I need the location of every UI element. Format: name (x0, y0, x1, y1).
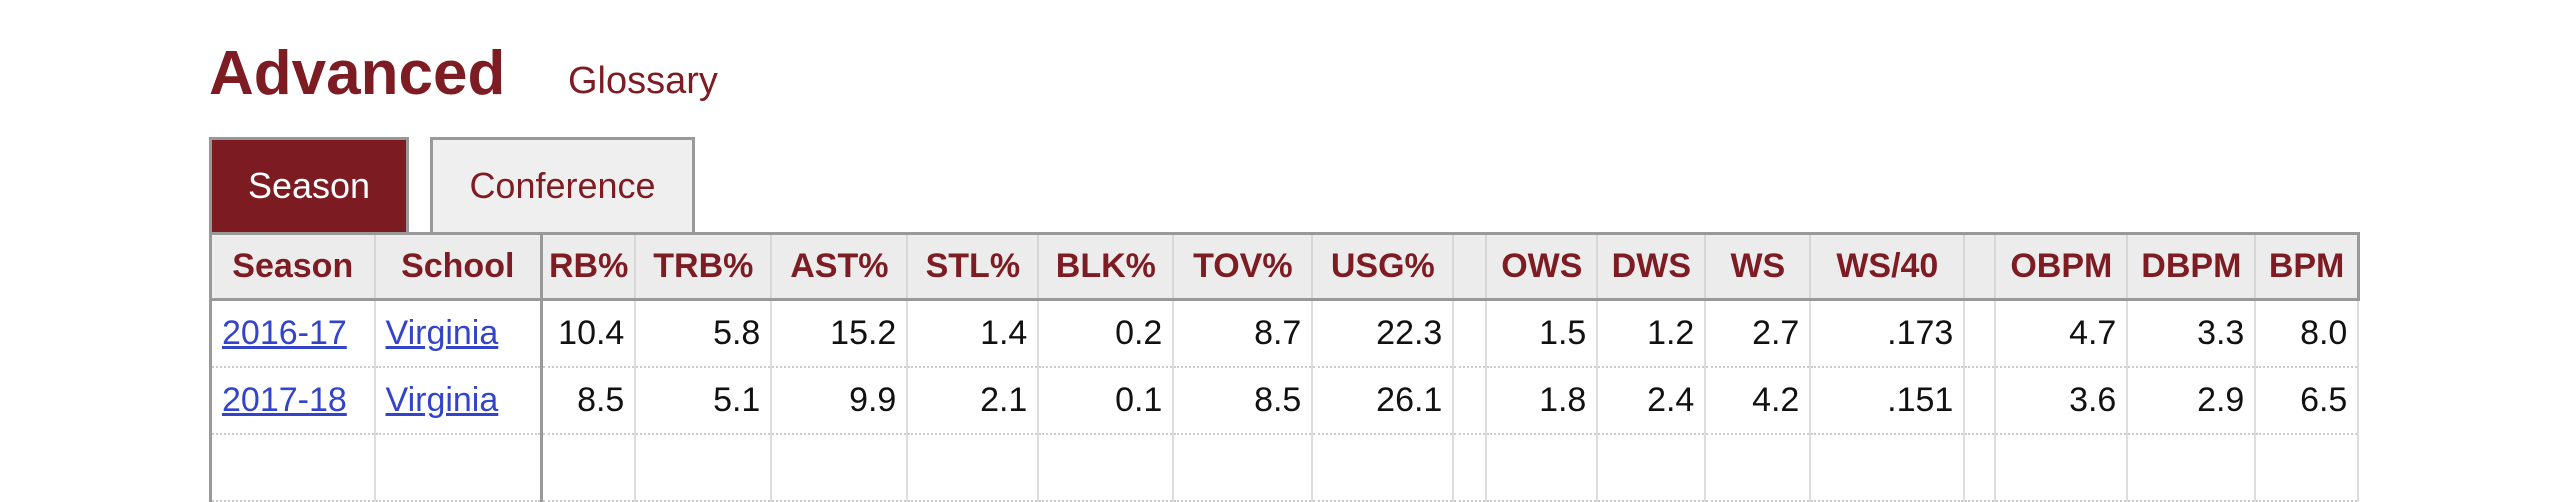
column-header: DWS (1596, 232, 1707, 301)
table-cell (906, 433, 1040, 502)
column-header: OWS (1485, 232, 1599, 301)
column-header: BLK% (1037, 232, 1175, 301)
table-cell: 2.4 (1596, 366, 1707, 435)
table-cell: 2017-18 (209, 366, 376, 435)
table-cell: 6.5 (2254, 366, 2360, 435)
table-cell (1963, 366, 1997, 435)
table-row: 2017-18 Virginia 8.5 5.1 9.9 2.1 0.1 8.5 26.1 1.8… (209, 366, 2360, 435)
section-title: Advanced (209, 39, 506, 108)
table-cell (770, 433, 909, 502)
column-header: RB% (540, 232, 637, 301)
table-cell (1311, 433, 1455, 502)
table-cell: 4.2 (1704, 366, 1812, 435)
table-cell (1704, 433, 1812, 502)
table-cell: 2.9 (2126, 366, 2257, 435)
table-cell: .173 (1809, 298, 1966, 368)
glossary-link[interactable]: Glossary (568, 60, 718, 102)
school-link[interactable]: Virginia (385, 314, 499, 352)
table-cell (2126, 433, 2257, 502)
season-link[interactable]: 2017-18 (222, 381, 347, 419)
table-cell: 1.5 (1485, 298, 1599, 368)
table-cell (1963, 298, 1997, 368)
table-cell: 8.0 (2254, 298, 2360, 368)
table-cell: 10.4 (540, 298, 637, 368)
column-header: STL% (906, 232, 1040, 301)
table-row: 2016-17 Virginia 10.4 5.8 15.2 1.4 0.2 8.7 22.3 1… (209, 298, 2360, 368)
stats-table: Season School RB% TRB% AST% STL% BLK% TOV% USG% O… (209, 232, 2360, 502)
table-cell (1452, 366, 1488, 435)
table-cell: 15.2 (770, 298, 909, 368)
table-cell (2254, 433, 2360, 502)
table-cell (540, 433, 637, 502)
table-cell: Virginia (373, 366, 543, 435)
table-cell (1596, 433, 1707, 502)
season-link[interactable]: 2016-17 (222, 314, 347, 352)
table-cell: 3.3 (2126, 298, 2257, 368)
column-header: WS (1704, 232, 1812, 301)
table-cell: 9.9 (770, 366, 909, 435)
column-header: Season (209, 232, 376, 301)
table-cell: 1.4 (906, 298, 1040, 368)
column-header: TRB% (634, 232, 773, 301)
page: Advanced Glossary Season Conference Seas… (209, 39, 2360, 502)
tab-conference[interactable]: Conference (430, 137, 695, 232)
table-row (209, 433, 2360, 502)
table-cell: .151 (1809, 366, 1966, 435)
table-cell (209, 433, 376, 502)
column-header: DBPM (2126, 232, 2257, 301)
column-header: OBPM (1994, 232, 2129, 301)
column-header (1963, 232, 1997, 301)
tab-season[interactable]: Season (209, 137, 409, 232)
table-cell: 1.8 (1485, 366, 1599, 435)
table-cell: 22.3 (1311, 298, 1455, 368)
table-cell (1809, 433, 1966, 502)
column-header: BPM (2254, 232, 2360, 301)
table-cell: 2.1 (906, 366, 1040, 435)
table-cell (1172, 433, 1314, 502)
table-cell (634, 433, 773, 502)
table-cell (1994, 433, 2129, 502)
column-header: TOV% (1172, 232, 1314, 301)
table-cell: 5.8 (634, 298, 773, 368)
table-cell: 8.5 (1172, 366, 1314, 435)
table-cell (1452, 298, 1488, 368)
column-header (1452, 232, 1488, 301)
school-link[interactable]: Virginia (385, 381, 499, 419)
table-cell: 1.2 (1596, 298, 1707, 368)
table-cell: 5.1 (634, 366, 773, 435)
table-cell: 4.7 (1994, 298, 2129, 368)
table-cell: 3.6 (1994, 366, 2129, 435)
table-cell: 26.1 (1311, 366, 1455, 435)
table-cell: 0.2 (1037, 298, 1175, 368)
table-cell: 8.5 (540, 366, 637, 435)
table-cell: 8.7 (1172, 298, 1314, 368)
column-header: WS/40 (1809, 232, 1966, 301)
table-cell: 0.1 (1037, 366, 1175, 435)
table-cell (1963, 433, 1997, 502)
column-header: USG% (1311, 232, 1455, 301)
table-cell: 2016-17 (209, 298, 376, 368)
table-cell (1452, 433, 1488, 502)
table-cell (1037, 433, 1175, 502)
table-cell (1485, 433, 1599, 502)
column-header: AST% (770, 232, 909, 301)
table-cell: 2.7 (1704, 298, 1812, 368)
table-cell: Virginia (373, 298, 543, 368)
table-cell (373, 433, 543, 502)
column-header: School (373, 232, 543, 301)
